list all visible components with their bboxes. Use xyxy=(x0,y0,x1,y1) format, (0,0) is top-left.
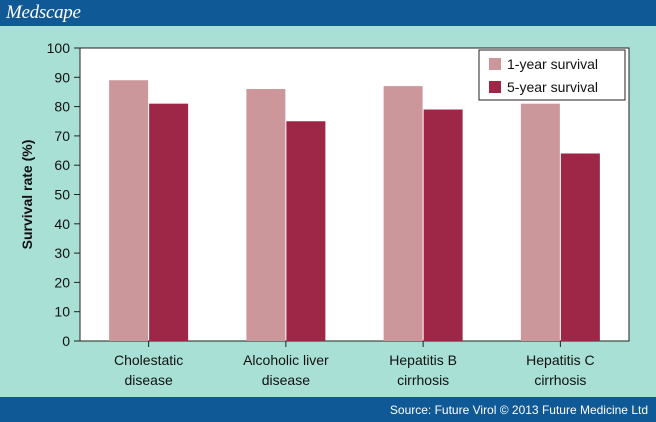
category-label: Cholestatic xyxy=(114,352,183,368)
bar-5yr-0 xyxy=(149,103,189,341)
y-tick-label: 20 xyxy=(54,274,70,290)
bar-5yr-3 xyxy=(560,153,600,341)
legend-label-1: 5-year survival xyxy=(507,79,598,95)
bar-1yr-2 xyxy=(383,86,423,341)
category-label: disease xyxy=(262,372,310,388)
y-tick-label: 30 xyxy=(54,245,70,261)
y-tick-label: 70 xyxy=(54,128,70,144)
legend-swatch-1 xyxy=(489,81,501,93)
header-bar: Medscape xyxy=(0,0,656,26)
plot-area: 0 10 20 30 40 50 60 70 80 90 100 Survival rate (%) C… xyxy=(19,40,630,388)
y-axis-title: Survival rate (%) xyxy=(19,140,35,250)
legend-label-0: 1-year survival xyxy=(507,56,598,72)
bar-1yr-3 xyxy=(520,103,560,341)
y-tick-label: 100 xyxy=(47,40,71,56)
y-tick-label: 40 xyxy=(54,216,70,232)
y-tick-label: 0 xyxy=(62,333,70,349)
bar-1yr-1 xyxy=(246,89,286,341)
y-tick-label: 80 xyxy=(54,99,70,115)
category-label: cirrhosis xyxy=(397,372,449,388)
category-label: disease xyxy=(124,372,172,388)
bar-5yr-1 xyxy=(286,121,326,341)
category-label: Alcoholic liver xyxy=(243,352,329,368)
bar-1yr-0 xyxy=(109,80,149,342)
y-tick-label: 90 xyxy=(54,69,70,85)
survival-bar-chart: 0 10 20 30 40 50 60 70 80 90 100 Survival rate (%) C… xyxy=(19,40,630,388)
y-tick-label: 60 xyxy=(54,157,70,173)
category-label: cirrhosis xyxy=(534,372,586,388)
source-caption: Source: Future Virol © 2013 Future Medic… xyxy=(389,403,648,417)
y-tick-label: 10 xyxy=(54,304,70,320)
legend-box xyxy=(478,49,626,101)
category-label: Hepatitis B xyxy=(389,352,457,368)
bar-5yr-2 xyxy=(423,109,463,341)
y-tick-label: 50 xyxy=(54,187,70,203)
footer-bar: Source: Future Virol © 2013 Future Medic… xyxy=(0,397,656,422)
legend-swatch-0 xyxy=(489,58,501,70)
medscape-logo: Medscape xyxy=(6,2,81,23)
category-label: Hepatitis C xyxy=(526,352,594,368)
